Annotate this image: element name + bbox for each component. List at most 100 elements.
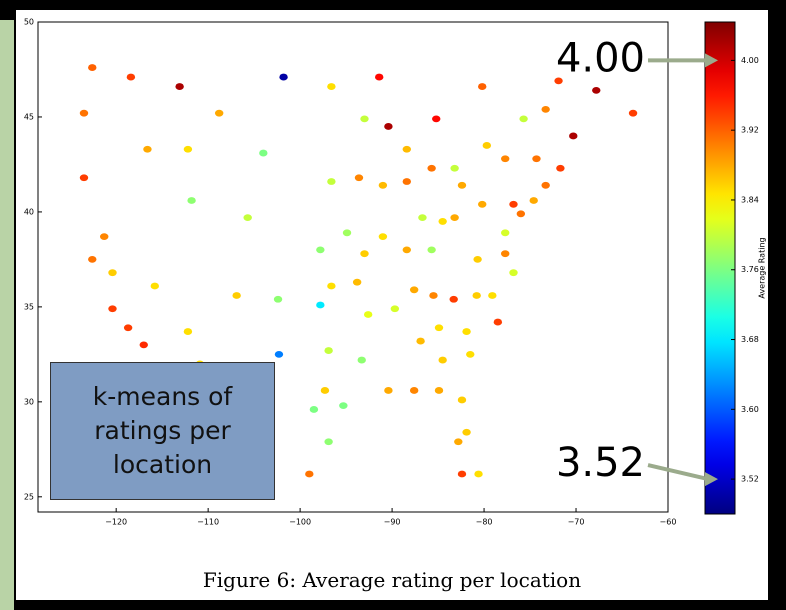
- y-tick-label: 35: [24, 302, 34, 311]
- point: [569, 133, 577, 140]
- point: [327, 178, 335, 185]
- point: [232, 292, 240, 299]
- point: [187, 197, 195, 204]
- point: [450, 165, 458, 172]
- point: [343, 229, 351, 236]
- chart: Average Rating −120−110−100−90−80−70−602…: [0, 0, 786, 610]
- x-tick-label: −70: [568, 518, 585, 527]
- point: [462, 429, 470, 436]
- point: [100, 233, 108, 240]
- point: [274, 296, 282, 303]
- point: [403, 178, 411, 185]
- point: [316, 247, 324, 254]
- x-tick-label: −80: [476, 518, 493, 527]
- point: [327, 83, 335, 90]
- point: [384, 387, 392, 394]
- point: [592, 87, 600, 94]
- point: [360, 115, 368, 122]
- point: [88, 256, 96, 263]
- annotation: 3.52: [556, 440, 645, 486]
- point: [305, 471, 313, 478]
- note-box: k-means of ratings per location: [50, 362, 275, 500]
- point: [215, 110, 223, 117]
- point: [355, 174, 363, 181]
- point: [353, 279, 361, 286]
- point: [629, 110, 637, 117]
- point: [466, 351, 474, 358]
- point: [127, 74, 135, 81]
- point: [410, 387, 418, 394]
- y-tick-label: 50: [24, 18, 34, 27]
- point: [519, 115, 527, 122]
- colorbar-tick-label: 3.52: [741, 475, 759, 484]
- point: [364, 311, 372, 318]
- colorbar-tick-label: 3.76: [741, 265, 759, 274]
- point: [321, 387, 329, 394]
- point: [175, 83, 183, 90]
- point: [454, 438, 462, 445]
- point: [450, 296, 458, 303]
- colorbar-tick-label: 3.84: [741, 195, 759, 204]
- point: [310, 406, 318, 413]
- point: [184, 146, 192, 153]
- x-tick-label: −100: [289, 518, 311, 527]
- point: [410, 286, 418, 293]
- point: [427, 247, 435, 254]
- point: [473, 292, 481, 299]
- point: [108, 269, 116, 276]
- point: [140, 341, 148, 348]
- point: [556, 165, 564, 172]
- point: [478, 83, 486, 90]
- point: [458, 397, 466, 404]
- point: [509, 269, 517, 276]
- colorbar-tick-label: 3.60: [741, 405, 759, 414]
- point: [458, 182, 466, 189]
- point: [541, 106, 549, 113]
- point: [478, 201, 486, 208]
- screenshot: Average Rating −120−110−100−90−80−70−602…: [0, 0, 786, 610]
- point: [509, 201, 517, 208]
- point: [108, 305, 116, 312]
- point: [494, 319, 502, 326]
- x-tick-label: −90: [384, 518, 401, 527]
- y-tick-label: 45: [24, 112, 34, 121]
- point: [80, 110, 88, 117]
- point: [532, 155, 540, 162]
- point: [462, 328, 470, 335]
- colorbar-tick-label: 4.00: [741, 56, 759, 65]
- x-tick-label: −120: [105, 518, 127, 527]
- point: [324, 438, 332, 445]
- x-tick-label: −60: [660, 518, 677, 527]
- x-tick-label: −110: [197, 518, 219, 527]
- annotation: 4.00: [556, 35, 645, 81]
- colorbar-label: Average Rating: [758, 237, 767, 298]
- point: [403, 247, 411, 254]
- point: [324, 347, 332, 354]
- point: [541, 182, 549, 189]
- point: [438, 218, 446, 225]
- point: [450, 214, 458, 221]
- point: [483, 142, 491, 149]
- point: [418, 214, 426, 221]
- point: [429, 292, 437, 299]
- colorbar-tick-label: 3.68: [741, 335, 759, 344]
- point: [432, 115, 440, 122]
- colorbar-tick-label: 3.92: [741, 126, 759, 135]
- caption: Figure 6: Average rating per location: [16, 568, 768, 592]
- point: [375, 74, 383, 81]
- point: [473, 256, 481, 263]
- point: [88, 64, 96, 71]
- point: [391, 305, 399, 312]
- point: [458, 471, 466, 478]
- point: [435, 387, 443, 394]
- point: [435, 324, 443, 331]
- point: [416, 338, 424, 345]
- point: [517, 210, 525, 217]
- point: [184, 328, 192, 335]
- point: [403, 146, 411, 153]
- point: [427, 165, 435, 172]
- point: [501, 250, 509, 257]
- point: [530, 197, 538, 204]
- point: [275, 351, 283, 358]
- point: [316, 302, 324, 309]
